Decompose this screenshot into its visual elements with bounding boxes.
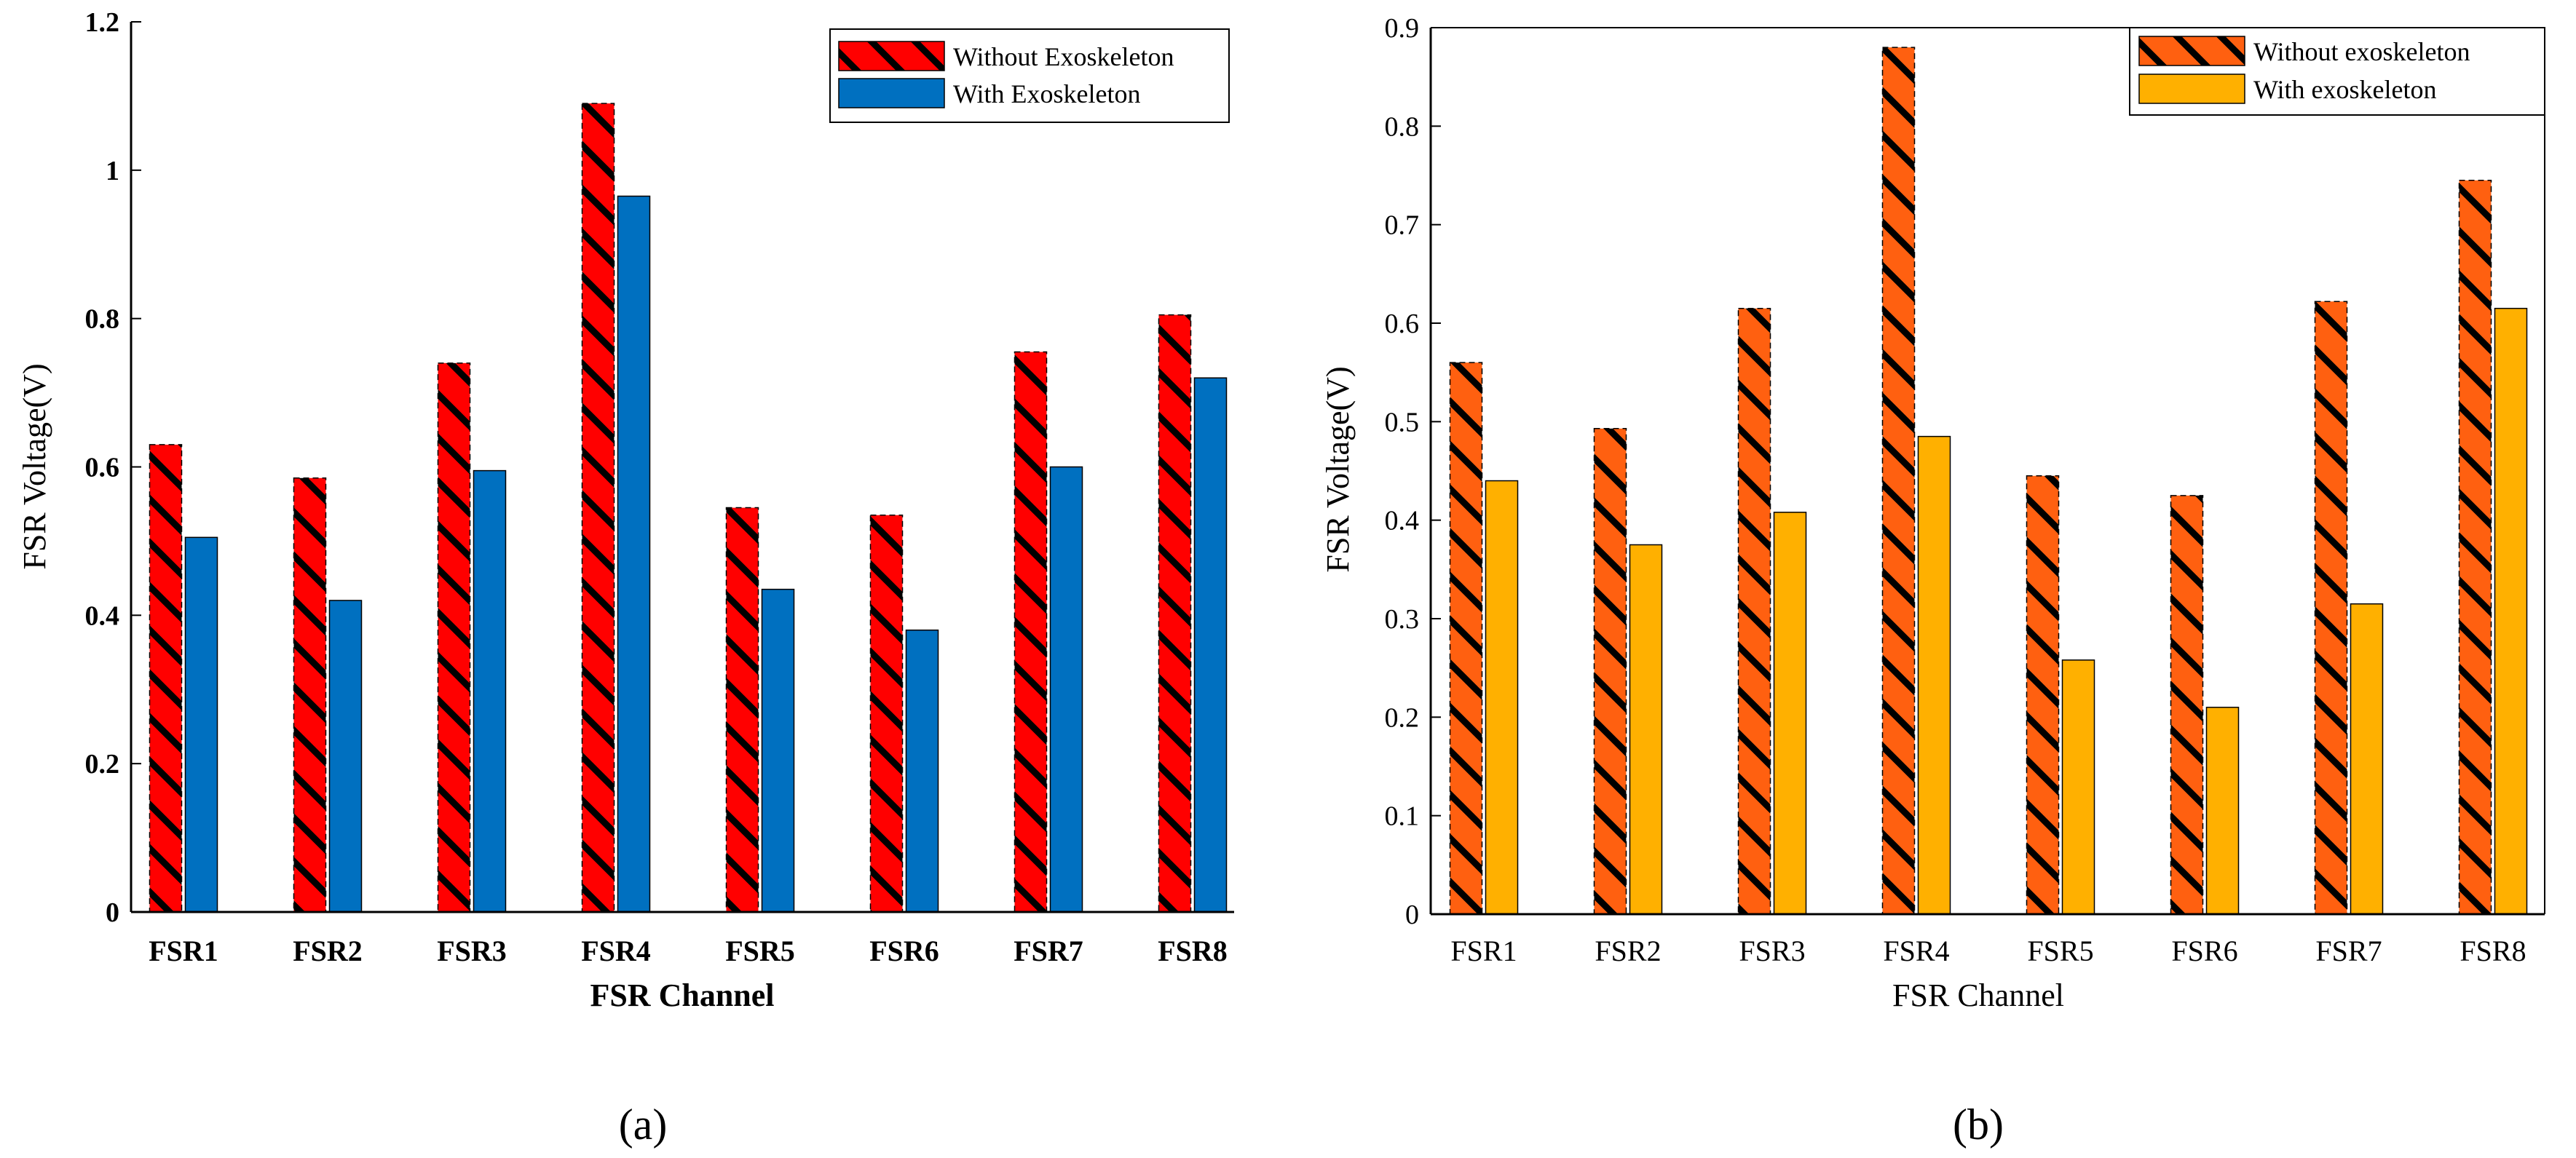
chart-b-bar-without-fsr3	[1739, 309, 1771, 914]
panel-a-label: (a)	[619, 1101, 668, 1149]
chart-b-y-tick-label: 0.7	[1385, 210, 1420, 241]
chart-b-y-ticks: 0 0.1 0.2 0.3 0.4 0.5 0.6 0.7 0.8 0.9	[1385, 13, 1442, 930]
chart-a-y-tick-label: 0	[106, 897, 119, 928]
chart-a-bar-without-fsr7	[1015, 352, 1047, 912]
chart-a-x-tick-label: FSR2	[293, 935, 363, 967]
chart-b-x-tick-label: FSR1	[1450, 935, 1517, 967]
chart-a-y-tick-label: 1	[106, 156, 119, 186]
chart-b-y-tick-label: 0.1	[1385, 801, 1420, 832]
chart-b-x-axis-label: FSR Channel	[1892, 977, 2064, 1013]
chart-a-legend-label-with: With Exoskeleton	[953, 79, 1141, 108]
chart-a-x-tick-label: FSR6	[869, 935, 939, 967]
chart-b-x-ticks: FSR1 FSR2 FSR3 FSR4 FSR5 FSR6 FSR7 FSR8	[1450, 935, 2526, 967]
chart-b-bar-without-fsr5	[2027, 476, 2059, 914]
chart-a-y-tick-label: 0.8	[85, 304, 120, 335]
chart-a-y-tick-label: 0.2	[85, 749, 120, 780]
chart-a-y-axis-label: FSR Voltage(V)	[17, 363, 52, 569]
chart-b-bar-with-fsr5	[2063, 660, 2095, 914]
chart-a-y-tick-label: 0.6	[85, 453, 120, 483]
chart-a-x-tick-label: FSR4	[581, 935, 651, 967]
chart-a-bar-without-fsr1	[150, 445, 182, 912]
chart-b-bar-with-fsr8	[2495, 309, 2527, 914]
chart-b-x-tick-label: FSR5	[2027, 935, 2093, 967]
chart-b-x-tick-label: FSR6	[2171, 935, 2237, 967]
chart-a-bar-with-fsr8	[1195, 378, 1227, 912]
chart-a-y-ticks: 0 0.2 0.4 0.6 0.8 1 1.2	[85, 7, 142, 928]
chart-b-bar-without-fsr8	[2460, 181, 2492, 914]
chart-b-bars	[1450, 47, 2527, 914]
chart-b-bar-with-fsr2	[1630, 545, 1662, 915]
chart-a-bar-without-fsr2	[294, 478, 326, 912]
chart-a-bars	[150, 103, 1227, 912]
chart-a-x-tick-label: FSR1	[149, 935, 218, 967]
chart-a-legend: Without Exoskeleton With Exoskeleton	[830, 29, 1229, 122]
figure: 00.20.40.60.811.2 FSR1 FSR2 FSR3 FSR4 FSR5 FS…	[0, 0, 2576, 1158]
chart-b-bar-with-fsr1	[1486, 481, 1518, 914]
chart-b-y-axis-label: FSR Voltage(V)	[1320, 366, 1356, 572]
chart-a-x-axis-label: FSR Channel	[590, 977, 774, 1013]
chart-a-bar-without-fsr5	[727, 508, 759, 912]
chart-a-x-tick-label: FSR7	[1014, 935, 1083, 967]
chart-panel-a: 00.20.40.60.811.2 FSR1 FSR2 FSR3 FSR4 FSR5 FS…	[17, 7, 1234, 1149]
chart-b-legend-swatch-with	[2139, 74, 2245, 103]
chart-a-legend-label-without: Without Exoskeleton	[953, 42, 1174, 71]
chart-b-x-tick-label: FSR3	[1739, 935, 1805, 967]
chart-a-legend-swatch-without	[839, 41, 944, 71]
chart-b-bar-without-fsr1	[1450, 362, 1482, 914]
chart-a-bar-without-fsr8	[1159, 315, 1191, 912]
chart-b-y-tick-label: 0.8	[1385, 111, 1420, 142]
chart-a-bar-with-fsr6	[906, 630, 939, 912]
chart-b-y-tick-label: 0.9	[1385, 13, 1420, 44]
chart-a-bar-without-fsr6	[871, 515, 903, 912]
chart-b-y-tick-label: 0.6	[1385, 309, 1420, 339]
chart-a-x-tick-label: FSR5	[725, 935, 795, 967]
chart-a-bar-without-fsr4	[582, 103, 615, 912]
chart-panel-b: 00.10.20.30.40.50.60.70.80.9 FSR1 FSR2 FSR…	[1320, 13, 2545, 1149]
chart-a-bar-without-fsr3	[438, 363, 470, 912]
chart-b-x-tick-label: FSR7	[2315, 935, 2382, 967]
chart-a-x-tick-label: FSR3	[437, 935, 507, 967]
panel-b-label: (b)	[1953, 1101, 2004, 1149]
chart-b-bar-without-fsr4	[1883, 47, 1915, 914]
chart-b-y-tick-label: 0.4	[1385, 506, 1420, 536]
chart-a-legend-swatch-with	[839, 79, 944, 108]
chart-b-bar-with-fsr4	[1919, 437, 1951, 914]
chart-b-bar-without-fsr6	[2171, 496, 2203, 914]
chart-a-bar-with-fsr3	[474, 471, 506, 912]
chart-b-legend-swatch-without	[2139, 36, 2245, 66]
chart-a-bar-with-fsr5	[762, 590, 794, 912]
chart-b-legend: Without exoskeleton With exoskeleton	[2130, 28, 2545, 115]
chart-b-x-tick-label: FSR8	[2460, 935, 2526, 967]
chart-b-bar-without-fsr2	[1595, 429, 1627, 914]
chart-b-bar-without-fsr7	[2315, 301, 2347, 914]
chart-b-y-tick-label: 0.3	[1385, 604, 1420, 635]
chart-b-x-tick-label: FSR2	[1595, 935, 1661, 967]
chart-a-bar-with-fsr4	[618, 197, 650, 912]
chart-b-bar-with-fsr6	[2207, 707, 2239, 914]
chart-b-bar-with-fsr3	[1774, 512, 1806, 914]
chart-b-bar-with-fsr7	[2351, 604, 2383, 914]
chart-a-bar-with-fsr7	[1051, 467, 1083, 913]
chart-b-y-tick-label: 0	[1405, 900, 1419, 930]
chart-a-x-ticks: FSR1 FSR2 FSR3 FSR4 FSR5 FSR6 FSR7 FSR8	[149, 935, 1228, 967]
chart-b-legend-label-with: With exoskeleton	[2253, 75, 2437, 104]
chart-b-y-tick-label: 0.5	[1385, 407, 1420, 437]
chart-b-legend-label-without: Without exoskeleton	[2253, 37, 2470, 66]
chart-a-y-tick-label: 0.4	[85, 600, 120, 631]
chart-b-y-tick-label: 0.2	[1385, 702, 1420, 733]
chart-a-bar-with-fsr1	[186, 537, 218, 912]
chart-a-bar-with-fsr2	[330, 600, 362, 912]
chart-a-y-tick-label: 1.2	[85, 7, 120, 38]
chart-a-x-tick-label: FSR8	[1158, 935, 1228, 967]
chart-b-x-tick-label: FSR4	[1883, 935, 1949, 967]
